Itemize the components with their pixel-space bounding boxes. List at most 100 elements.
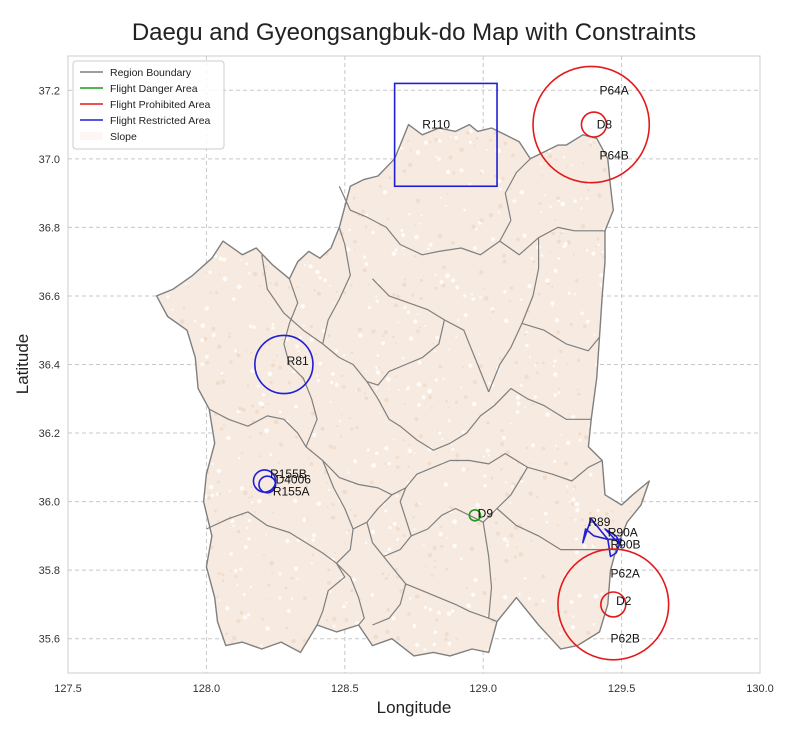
slope-speckle [468,363,473,368]
slope-speckle [582,324,587,329]
slope-speckle [371,329,376,334]
slope-layer [156,124,650,656]
slope-speckle [315,269,320,275]
slope-speckle [371,463,376,468]
zone-r110-rect [393,82,498,188]
slope-speckle [483,484,487,488]
slope-speckle [574,501,580,507]
slope-speckle [534,602,539,607]
district-boundary [366,319,445,386]
slope-speckle [515,237,521,242]
slope-speckle [422,383,427,387]
slope-speckle [530,539,533,542]
slope-speckle [222,424,225,426]
slope-speckle [346,247,351,252]
slope-speckle [179,319,185,324]
slope-speckle [574,518,577,521]
slope-speckle [442,377,445,380]
slope-speckle [463,312,468,318]
slope-speckle [397,321,399,324]
slope-speckle [290,362,292,365]
slope-speckle [502,537,508,542]
slope-speckle [589,143,592,147]
slope-speckle [450,278,456,283]
y-tick-label: 36.6 [39,291,60,303]
slope-speckle [276,483,280,487]
slope-speckle [382,190,388,195]
slope-speckle [392,293,396,297]
slope-speckle [250,368,256,374]
slope-speckle [388,526,392,530]
slope-speckle [318,361,323,366]
slope-speckle [459,168,464,173]
slope-speckle [446,611,452,616]
slope-speckle [269,282,272,285]
slope-speckle [395,341,397,344]
slope-speckle [495,531,501,536]
slope-speckle [334,349,339,353]
slope-speckle [505,543,510,547]
slope-speckle [477,521,481,526]
slope-speckle [416,329,420,334]
slope-speckle [403,403,406,405]
slope-speckle [554,219,557,221]
region-boundary [155,123,650,657]
slope-speckle [230,640,234,644]
slope-speckle [200,338,205,343]
district-boundary [383,487,412,558]
slope-speckle [341,232,345,236]
slope-speckle [572,487,575,490]
slope-speckle [498,203,503,209]
slope-speckle [220,379,226,384]
slope-speckle [518,593,521,596]
slope-speckle [587,425,590,428]
slope-speckle [330,372,335,376]
slope-speckle [572,615,575,618]
district-boundary [352,494,393,530]
slope-speckle [409,149,412,152]
slope-speckle [540,254,544,257]
slope-speckle [541,174,544,177]
slope-speckle [435,453,438,456]
slope-speckle [406,388,409,391]
slope-speckle [366,448,370,452]
slope-speckle [236,284,242,290]
slope-speckle [357,327,363,332]
slope-speckle [402,534,406,538]
slope-speckle [403,253,405,256]
zone-d8-circle [580,111,608,138]
slope-speckle [208,484,214,490]
slope-speckle [265,626,270,631]
slope-speckle [540,211,543,214]
slope-speckle [444,632,449,637]
legend-label: Flight Danger Area [110,83,198,95]
slope-speckle [360,597,363,600]
slope-speckle [501,253,507,258]
slope-speckle [471,592,476,597]
slope-speckle [416,381,422,387]
slope-speckle [506,540,509,543]
slope-speckle [295,344,300,349]
slope-speckle [527,310,530,313]
slope-speckle [385,629,390,634]
slope-speckle [353,239,357,244]
slope-speckle [553,372,558,377]
slope-speckle [454,136,459,140]
slope-speckle [550,301,555,306]
slope-speckle [515,410,520,414]
slope-speckle [222,257,227,262]
zone-label-d9: D9 [478,507,494,521]
x-tick-label: 128.5 [331,683,359,695]
slope-speckle [249,585,252,589]
slope-speckle [439,525,443,529]
slope-speckle [424,325,427,328]
slope-speckle [364,370,367,373]
slope-speckle [356,387,361,393]
slope-speckle [451,447,455,451]
slope-speckle [218,273,221,276]
slope-speckle [387,547,392,552]
slope-speckle [414,502,419,508]
slope-speckle [510,484,514,488]
slope-speckle [576,388,579,391]
slope-speckle [341,604,347,609]
